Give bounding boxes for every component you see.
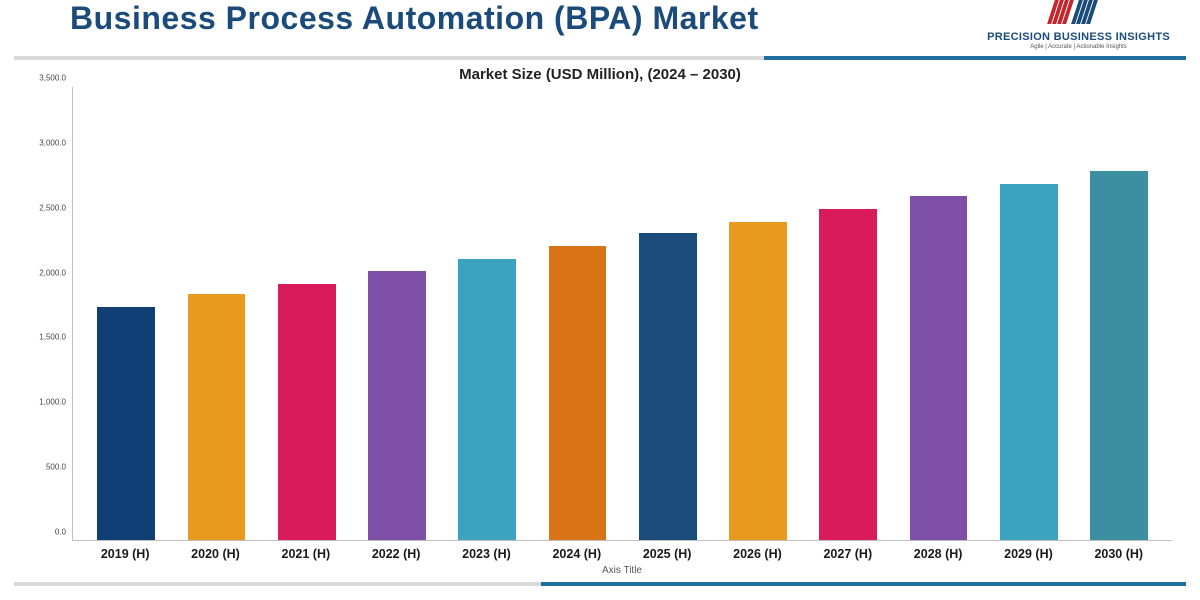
bar xyxy=(729,222,787,540)
divider-bottom xyxy=(14,582,1186,586)
y-tick-label: 2,500.0 xyxy=(39,203,66,212)
x-tick-label: 2027 (H) xyxy=(803,547,893,561)
divider-segment xyxy=(14,56,764,60)
logo-tagline: Agile | Accurate | Actionable Insights xyxy=(987,44,1170,50)
bar xyxy=(368,271,426,540)
bar xyxy=(910,196,968,540)
bars-row xyxy=(73,87,1172,540)
x-axis-title: Axis Title xyxy=(72,565,1172,576)
divider-segment xyxy=(14,582,541,586)
header: Business Process Automation (BPA) Market… xyxy=(0,0,1200,54)
x-tick-label: 2019 (H) xyxy=(80,547,170,561)
bar xyxy=(278,284,336,540)
bar-slot xyxy=(442,87,532,540)
bar-chart: 0.0 500.0 1,000.0 1,500.0 2,000.0 2,500.0 3,00… xyxy=(28,87,1172,541)
divider-segment xyxy=(541,582,1186,586)
x-tick-label: 2021 (H) xyxy=(261,547,351,561)
bar xyxy=(549,246,607,540)
bar xyxy=(188,294,246,540)
chart-title: Market Size (USD Million), (2024 – 2030) xyxy=(28,66,1172,83)
x-tick-label: 2020 (H) xyxy=(170,547,260,561)
bar xyxy=(819,209,877,540)
bar xyxy=(97,307,155,540)
bar-slot xyxy=(352,87,442,540)
logo-icon xyxy=(1051,0,1107,24)
x-tick-label: 2030 (H) xyxy=(1074,547,1164,561)
bar-slot xyxy=(532,87,622,540)
y-tick-label: 0.0 xyxy=(55,528,66,537)
x-tick-label: 2022 (H) xyxy=(351,547,441,561)
y-tick-label: 3,500.0 xyxy=(39,74,66,83)
bar-slot xyxy=(984,87,1074,540)
x-tick-label: 2026 (H) xyxy=(712,547,802,561)
bar-slot xyxy=(713,87,803,540)
x-tick-label: 2023 (H) xyxy=(441,547,531,561)
y-tick-label: 1,500.0 xyxy=(39,333,66,342)
y-axis: 0.0 500.0 1,000.0 1,500.0 2,000.0 2,500.0 3,00… xyxy=(28,87,72,541)
plot-area xyxy=(72,87,1172,541)
chart-container: Market Size (USD Million), (2024 – 2030)… xyxy=(0,60,1200,576)
bar xyxy=(639,233,697,540)
x-axis: 2019 (H)2020 (H)2021 (H)2022 (H)2023 (H)… xyxy=(72,541,1172,561)
bar-slot xyxy=(803,87,893,540)
divider-top xyxy=(14,56,1186,60)
y-tick-label: 2,000.0 xyxy=(39,268,66,277)
bar xyxy=(458,259,516,540)
x-tick-label: 2028 (H) xyxy=(893,547,983,561)
x-tick-label: 2024 (H) xyxy=(532,547,622,561)
bar-slot xyxy=(262,87,352,540)
x-tick-label: 2025 (H) xyxy=(622,547,712,561)
bar-slot xyxy=(171,87,261,540)
bar-slot xyxy=(893,87,983,540)
divider-segment xyxy=(764,56,1186,60)
y-tick-label: 500.0 xyxy=(46,463,66,472)
bar-slot xyxy=(81,87,171,540)
bar-slot xyxy=(623,87,713,540)
y-tick-label: 3,000.0 xyxy=(39,138,66,147)
bar xyxy=(1000,184,1058,540)
bar xyxy=(1090,171,1148,540)
brand-logo: PRECISION BUSINESS INSIGHTS Agile | Accu… xyxy=(987,0,1180,50)
bar-slot xyxy=(1074,87,1164,540)
logo-brand-text: PRECISION BUSINESS INSIGHTS xyxy=(987,31,1170,43)
x-tick-label: 2029 (H) xyxy=(983,547,1073,561)
y-tick-label: 1,000.0 xyxy=(39,398,66,407)
page-title: Business Process Automation (BPA) Market xyxy=(70,0,759,37)
